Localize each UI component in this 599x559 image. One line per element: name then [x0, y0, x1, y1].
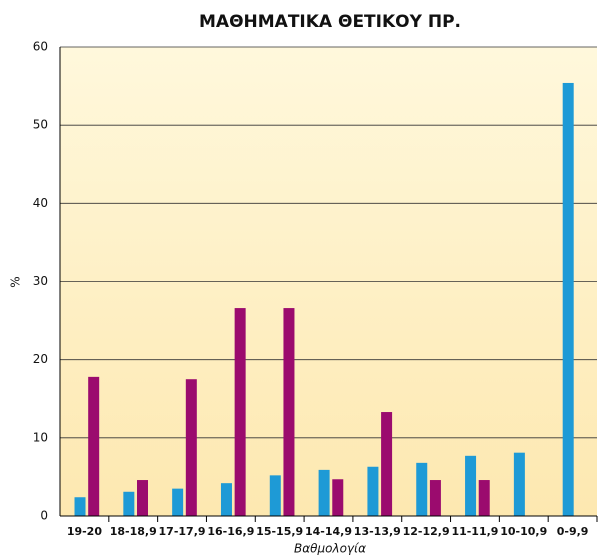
bar: [513, 452, 525, 516]
bar: [283, 308, 295, 516]
y-tick-label: 10: [33, 430, 48, 444]
x-tick-label: 11-11,9: [451, 525, 498, 538]
bar: [381, 412, 393, 516]
x-tick-label: 17-17,9: [159, 525, 206, 538]
x-axis-label: Βαθμολογία: [294, 542, 366, 556]
bar: [318, 469, 330, 516]
y-tick-label: 30: [33, 274, 48, 288]
bar: [185, 379, 197, 516]
bar: [478, 480, 490, 516]
x-tick-label: 10-10,9: [500, 525, 547, 538]
bar: [416, 462, 428, 516]
chart-title: ΜΑΘΗΜΑΤΙΚΑ ΘΕΤΙΚΟΥ ΠΡ.: [199, 12, 461, 32]
y-tick-label: 0: [40, 509, 48, 523]
bar: [220, 483, 232, 516]
bar: [74, 497, 86, 516]
bar: [367, 466, 379, 516]
y-tick-label: 60: [33, 40, 48, 54]
bar: [234, 308, 246, 516]
x-tick-label: 0-9,9: [557, 525, 589, 538]
x-tick-label: 19-20: [67, 525, 103, 538]
x-tick-label: 18-18,9: [110, 525, 157, 538]
bar: [172, 488, 184, 516]
bar: [562, 82, 574, 516]
bar: [269, 475, 281, 516]
y-tick-label: 40: [33, 196, 48, 210]
y-tick-label: 50: [33, 118, 48, 132]
y-tick-label: 20: [33, 352, 48, 366]
bar: [123, 491, 135, 516]
x-tick-label: 13-13,9: [354, 525, 401, 538]
bar: [429, 480, 441, 516]
x-tick-label: 14-14,9: [305, 525, 352, 538]
bar: [465, 455, 477, 516]
x-tick-label: 16-16,9: [207, 525, 254, 538]
y-axis-label: %: [9, 276, 23, 287]
x-tick-label: 12-12,9: [403, 525, 450, 538]
x-tick-label: 15-15,9: [256, 525, 303, 538]
bar: [88, 376, 100, 516]
bar: [332, 479, 344, 516]
bar: [137, 480, 149, 516]
